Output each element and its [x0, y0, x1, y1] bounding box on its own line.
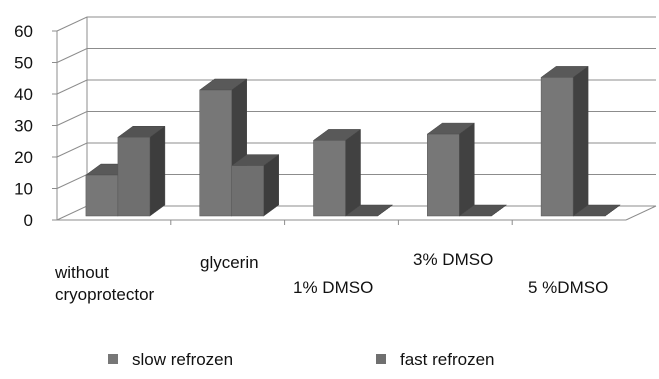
y-tick-label: 20 [14, 148, 33, 167]
bars [85, 65, 621, 217]
legend-item: fast refrozen [376, 350, 495, 369]
bar [344, 204, 394, 217]
legend-item: slow refrozen [108, 350, 233, 369]
bar [540, 65, 589, 217]
y-tick-label: 0 [24, 211, 33, 230]
bar [312, 128, 362, 217]
bar [198, 78, 248, 217]
floor-right-edge [625, 205, 657, 221]
bar [572, 204, 621, 217]
axes [52, 17, 657, 225]
bar [458, 204, 508, 217]
gridline [56, 48, 656, 63]
legend-swatch [108, 354, 118, 364]
x-tick-label: without cryoprotector [54, 263, 155, 304]
y-tick-label: 60 [14, 22, 33, 41]
y-tick-labels: 0 10 20 30 40 50 60 [14, 22, 33, 230]
x-tick-labels: without cryoprotector glycerin 1% DMSO 3% DM… [54, 250, 608, 304]
bar [230, 154, 280, 217]
legend: slow refrozen fast refrozen [108, 350, 495, 369]
bar [426, 122, 476, 217]
gridline [56, 16, 656, 32]
legend-label: fast refrozen [400, 350, 495, 369]
x-tick-label: glycerin [200, 253, 259, 272]
y-tick-label: 10 [14, 180, 33, 199]
y-tick-label: 30 [14, 117, 33, 136]
x-tick-label: 5 %DMSO [528, 278, 608, 297]
legend-swatch [376, 354, 386, 364]
y-tick-label: 40 [14, 85, 33, 104]
legend-label: slow refrozen [132, 350, 233, 369]
bar [117, 125, 166, 217]
x-tick-label: 1% DMSO [293, 278, 373, 297]
y-tick-label: 50 [14, 54, 33, 73]
x-tick-label: 3% DMSO [413, 250, 493, 269]
